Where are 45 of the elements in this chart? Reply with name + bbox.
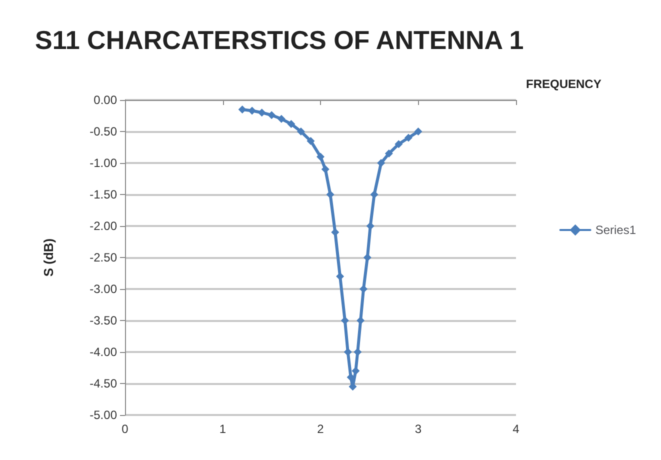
y-tick-label: -1.50 bbox=[90, 188, 118, 202]
point bbox=[316, 152, 324, 161]
y-tick-label: -0.50 bbox=[90, 124, 118, 138]
point bbox=[404, 134, 412, 142]
point bbox=[363, 254, 372, 262]
point bbox=[384, 150, 393, 158]
point bbox=[394, 140, 403, 148]
point bbox=[414, 128, 422, 136]
point bbox=[344, 348, 352, 356]
point bbox=[296, 128, 305, 136]
point bbox=[370, 190, 378, 198]
point bbox=[366, 222, 374, 230]
point bbox=[248, 106, 256, 115]
point bbox=[287, 120, 296, 128]
x-tick-label: 0 bbox=[122, 422, 129, 436]
point bbox=[268, 111, 276, 120]
x-axis-title: FREQUENCY bbox=[526, 77, 602, 91]
y-tick-label: -2.50 bbox=[90, 250, 118, 264]
y-tick-label: -1.00 bbox=[90, 156, 118, 170]
y-tick-label: -5.00 bbox=[90, 408, 118, 422]
point bbox=[326, 190, 334, 198]
x-tick-label: 3 bbox=[414, 422, 422, 436]
point bbox=[340, 316, 349, 324]
y-tick-label: 0.00 bbox=[94, 93, 118, 107]
x-tick-label: 2 bbox=[317, 422, 324, 436]
point bbox=[258, 108, 266, 117]
point bbox=[377, 159, 386, 167]
x-tick-label: 1 bbox=[219, 422, 226, 436]
y-tick-label: -4.50 bbox=[90, 376, 118, 390]
x-tick-label: 4 bbox=[512, 422, 520, 436]
point bbox=[306, 136, 315, 145]
legend-label: Series1 bbox=[595, 223, 636, 237]
point bbox=[356, 316, 365, 324]
y-tick-label: -2.00 bbox=[90, 219, 118, 233]
y-tick-label: -4.00 bbox=[90, 345, 118, 359]
y-axis-title: S (dB) bbox=[41, 238, 56, 277]
y-tick-label: -3.00 bbox=[90, 282, 118, 296]
point bbox=[238, 105, 246, 114]
point bbox=[360, 285, 368, 293]
point bbox=[354, 348, 362, 356]
y-tick-label: -3.50 bbox=[90, 314, 118, 328]
chart-title: S11 CHARCATERSTICS OF ANTENNA 1 bbox=[35, 25, 524, 55]
point bbox=[321, 165, 330, 174]
point bbox=[336, 272, 344, 280]
point bbox=[277, 114, 286, 123]
